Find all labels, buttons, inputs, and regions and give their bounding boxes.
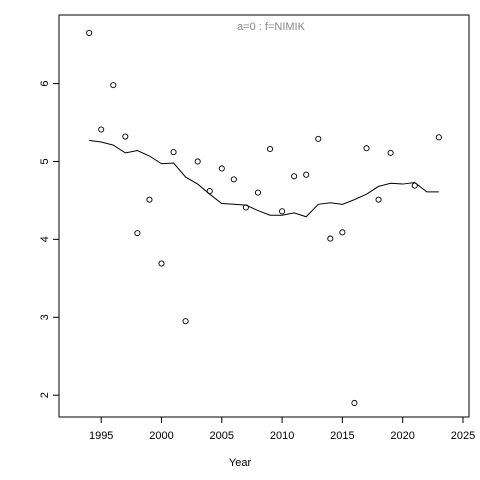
y-tick-label: 6 (39, 80, 51, 86)
x-tick-label: 2025 (451, 430, 475, 442)
x-tick-label: 2005 (210, 430, 234, 442)
data-point (375, 196, 382, 203)
series-layer (86, 29, 442, 407)
data-point (110, 82, 117, 89)
data-point (279, 208, 286, 215)
y-tick-label: 4 (39, 236, 51, 242)
x-tick-label: 2000 (149, 430, 173, 442)
data-point (134, 230, 141, 237)
y-tick-label: 5 (39, 158, 51, 164)
data-point (351, 399, 358, 407)
data-point (182, 318, 189, 325)
data-point (218, 165, 225, 172)
data-point (339, 229, 346, 236)
data-point (170, 149, 177, 156)
y-tick-label: 2 (39, 392, 51, 398)
data-point (291, 173, 298, 180)
data-point (363, 145, 370, 152)
x-tick-label: 2010 (270, 430, 294, 442)
y-axis: 2 3 4 5 6 (39, 80, 60, 398)
data-point (327, 235, 334, 242)
data-point (266, 145, 274, 153)
data-point (122, 133, 129, 140)
chart-title: a=0 : f=NIMIK (237, 21, 306, 33)
x-tick-label: 1995 (89, 430, 113, 442)
x-tick-label: 2015 (330, 430, 354, 442)
data-point (146, 196, 153, 203)
x-tick-label: 2020 (390, 430, 414, 442)
y-tick-label: 3 (39, 314, 51, 320)
x-axis: 1995 2000 2005 2010 2015 2020 2025 (89, 416, 475, 442)
data-point (194, 158, 201, 165)
data-point (86, 29, 93, 36)
data-point (303, 171, 310, 178)
data-point (435, 134, 442, 141)
data-point (230, 176, 237, 183)
x-axis-title: Year (229, 457, 252, 469)
trend-line (89, 139, 439, 218)
data-point (158, 260, 165, 267)
data-point (387, 149, 394, 156)
data-point (254, 189, 262, 196)
data-point (315, 135, 322, 142)
data-point (98, 126, 105, 133)
